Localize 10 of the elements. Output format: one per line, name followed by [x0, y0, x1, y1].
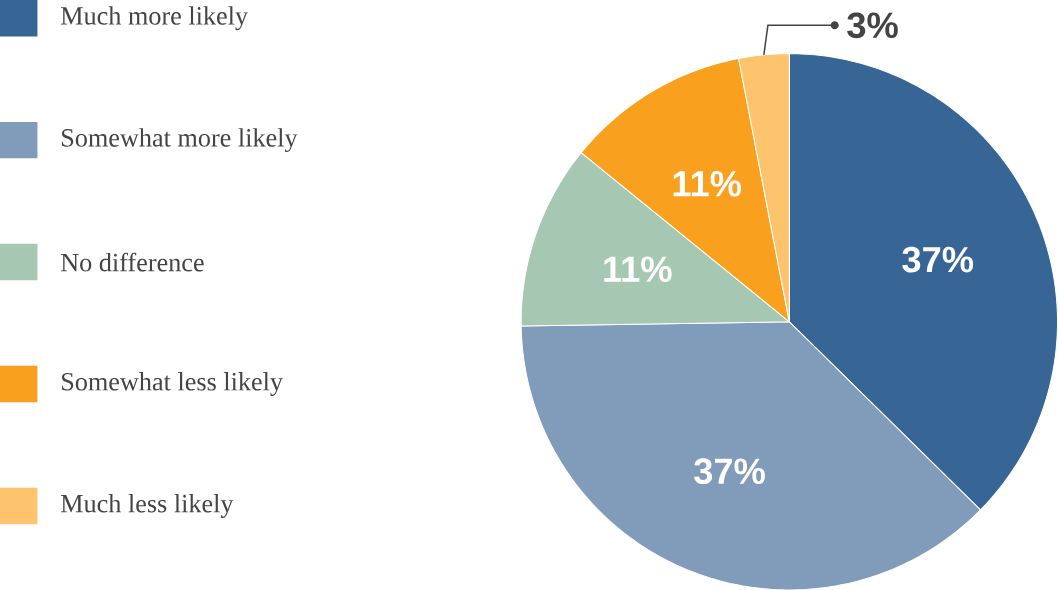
legend-label: Somewhat more likely — [61, 127, 298, 152]
legend-label: No difference — [60, 252, 204, 272]
data-label: 37% — [694, 458, 765, 484]
data-label: 11% — [604, 256, 672, 282]
data-label: 11% — [673, 170, 742, 197]
legend-label: Somewhat less likely — [61, 371, 283, 396]
data-label: 37% — [902, 246, 974, 273]
legend-label: Much more likely — [60, 6, 248, 30]
legend-label: Much less likely — [60, 493, 234, 518]
data-label: 3% — [847, 12, 898, 38]
